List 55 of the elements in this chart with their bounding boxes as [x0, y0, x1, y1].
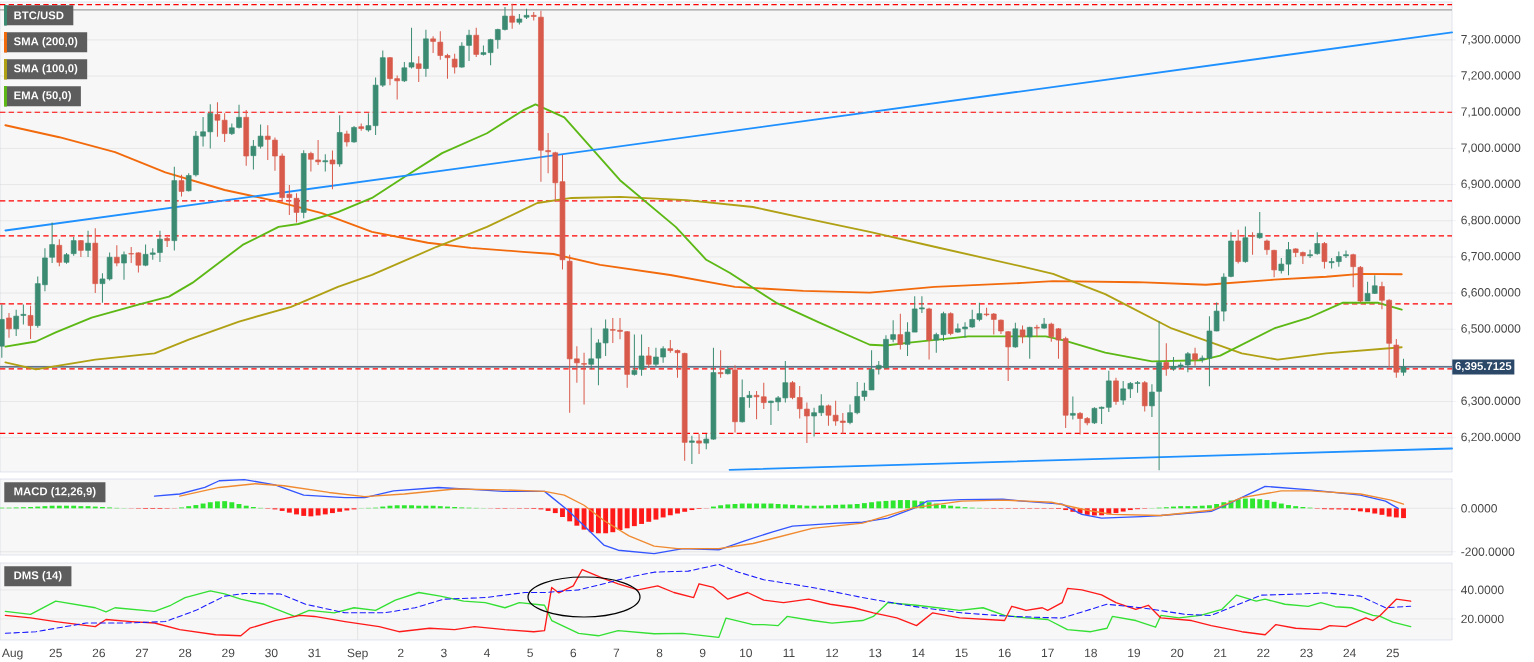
x-tick-label: 24 — [1343, 648, 1356, 658]
y-tick-label: -200.0000 — [1461, 547, 1515, 556]
legend-label: EMA (50,0) — [14, 90, 71, 102]
x-tick-label: 27 — [135, 648, 149, 658]
x-tick-label: 8 — [656, 648, 663, 658]
x-tick-label: 23 — [1300, 648, 1313, 658]
x-tick-label: 26 — [92, 648, 105, 658]
x-tick-label: 21 — [1214, 648, 1227, 658]
x-tick-label: 11 — [783, 648, 795, 657]
x-tick-label: 5 — [527, 648, 533, 658]
y-tick-label: 6,600.0000 — [1461, 288, 1521, 298]
x-tick-label: 3 — [441, 648, 447, 658]
legend-label: SMA (200,0) — [13, 36, 78, 48]
x-tick-label: 16 — [998, 648, 1011, 658]
y-tick-label: 6,300.0000 — [1461, 396, 1521, 407]
y-tick-label: 7,300.0000 — [1461, 35, 1521, 45]
x-tick-label: 13 — [869, 648, 882, 658]
x-tick-label: 30 — [265, 648, 278, 658]
x-tick-label: 9 — [699, 648, 706, 658]
x-tick-label: Aug — [1, 648, 23, 660]
y-tick-label: 6,700.0000 — [1461, 251, 1521, 262]
x-tick-label: 4 — [483, 648, 490, 657]
x-tick-label: 19 — [1128, 648, 1141, 658]
y-tick-label: 7,100.0000 — [1461, 107, 1521, 118]
x-tick-label: 14 — [912, 648, 925, 657]
x-tick-label: 20 — [1171, 648, 1184, 658]
y-tick-label: 20.0000 — [1461, 614, 1504, 624]
y-tick-label: 6,200.0000 — [1461, 432, 1521, 443]
legend-label: BTC/USD — [14, 11, 64, 20]
x-tick-label: 2 — [398, 648, 404, 658]
x-tick-label: 28 — [179, 648, 192, 658]
y-tick-label: 0.0000 — [1461, 504, 1497, 513]
y-tick-label: 7,200.0000 — [1461, 71, 1521, 82]
y-tick-label: 7,000.0000 — [1461, 143, 1521, 154]
x-tick-label: 31 — [308, 648, 321, 658]
x-tick-label: Sep — [347, 648, 368, 660]
x-tick-label: 18 — [1085, 648, 1097, 658]
text: DMS (14) — [14, 570, 62, 582]
x-tick-label: 7 — [613, 648, 620, 657]
y-tick-label: 6,900.0000 — [1461, 179, 1521, 190]
x-tick-label: 15 — [955, 648, 968, 658]
x-tick-label: 12 — [826, 648, 839, 658]
text: MACD (12,26,9) — [14, 486, 96, 498]
x-tick-label: 22 — [1257, 648, 1270, 658]
x-tick-label: 25 — [1386, 648, 1399, 658]
y-tick-label: 40.0000 — [1461, 585, 1504, 595]
x-tick-label: 17 — [1041, 648, 1054, 657]
x-tick-label: 29 — [222, 648, 235, 658]
x-tick-label: 25 — [49, 648, 62, 658]
legend-label: SMA (100,0) — [13, 63, 78, 75]
y-tick-label: 6,500.0000 — [1461, 324, 1521, 335]
y-tick-label: 6,800.0000 — [1461, 215, 1521, 226]
ref-line-label: 6,395.7125 — [1455, 362, 1512, 372]
x-tick-label: 10 — [740, 648, 752, 658]
x-tick-label: 6 — [570, 648, 577, 658]
